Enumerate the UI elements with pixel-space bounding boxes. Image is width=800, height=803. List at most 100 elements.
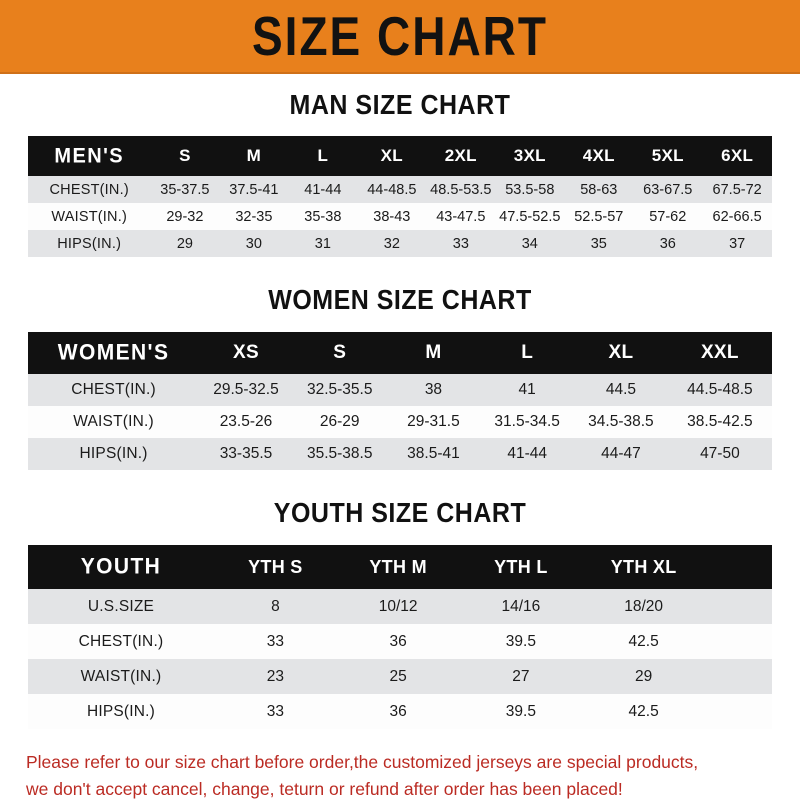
youth-row-label-ussize: U.S.SIZE <box>87 597 155 615</box>
man-col-header-4xl: 4XL <box>582 146 615 165</box>
table-cell <box>705 624 772 659</box>
youth-size-table-wrapper: YOUTH YTH S YTH M YTH L YTH XL U.S.SIZE … <box>28 545 772 735</box>
table-cell: 32-35 <box>235 208 273 225</box>
man-col-header-6xl: 6XL <box>721 146 754 165</box>
table-cell: 35-38 <box>304 208 342 225</box>
table-cell: 38.5-41 <box>407 445 460 462</box>
table-cell: 39.5 <box>505 632 536 650</box>
youth-col-header-l: YTH L <box>494 556 548 577</box>
table-cell: 35-37.5 <box>160 181 210 198</box>
table-cell: 63-67.5 <box>643 181 693 198</box>
man-header-row: MEN'S S M L XL 2XL 3XL 4XL 5XL 6XL <box>28 136 772 176</box>
table-row: WAIST(IN.) 29-32 32-35 35-38 38-43 43-47… <box>28 203 772 230</box>
table-row: CHEST(IN.) 29.5-32.5 32.5-35.5 38 41 44.… <box>28 374 772 406</box>
man-col-header-s: S <box>179 146 191 165</box>
table-cell: 29-32 <box>166 208 204 225</box>
table-cell: 44.5-48.5 <box>687 381 753 398</box>
table-cell: 57-62 <box>649 208 687 225</box>
women-col-header-xxl: XXL <box>700 342 739 363</box>
women-header-row: WOMEN'S XS S M L XL XXL <box>28 332 772 374</box>
table-cell: 36 <box>389 702 407 720</box>
women-section-title: WOMEN SIZE CHART <box>268 284 532 316</box>
women-col-header-s: S <box>333 342 347 363</box>
table-cell: 38.5-42.5 <box>687 413 753 430</box>
youth-section-title: YOUTH SIZE CHART <box>273 497 527 529</box>
disclaimer-line-1: Please refer to our size chart before or… <box>26 752 699 772</box>
youth-col-header-s: YTH S <box>248 556 303 577</box>
table-cell: 8 <box>271 597 280 615</box>
table-cell: 29.5-32.5 <box>213 381 279 398</box>
man-row-label-chest: CHEST(IN.) <box>49 181 129 198</box>
women-row-label-waist: WAIST(IN.) <box>73 413 154 430</box>
table-cell: 67.5-72 <box>712 181 762 198</box>
table-cell: 47-50 <box>700 445 740 462</box>
table-cell: 42.5 <box>628 632 659 650</box>
women-col-header-m: M <box>425 342 442 363</box>
man-corner-label: MEN'S <box>54 143 124 168</box>
table-cell: 23.5-26 <box>219 413 273 430</box>
youth-col-header-xl: YTH XL <box>610 556 677 577</box>
youth-col-header-empty <box>705 545 772 589</box>
women-col-header-xs: XS <box>233 342 259 363</box>
table-cell: 52.5-57 <box>574 208 624 225</box>
table-cell <box>705 659 772 694</box>
table-cell: 36 <box>659 235 676 252</box>
man-col-header-xl: XL <box>380 146 403 165</box>
table-row: HIPS(IN.) 33 36 39.5 42.5 <box>28 694 772 729</box>
table-row: WAIST(IN.) 23.5-26 26-29 29-31.5 31.5-34… <box>28 406 772 438</box>
youth-size-table: YOUTH YTH S YTH M YTH L YTH XL U.S.SIZE … <box>28 545 772 729</box>
disclaimer-text: Please refer to our size chart before or… <box>26 749 774 803</box>
table-row: CHEST(IN.) 33 36 39.5 42.5 <box>28 624 772 659</box>
table-cell: 44-48.5 <box>367 181 417 198</box>
table-cell: 32 <box>383 235 400 252</box>
man-col-header-5xl: 5XL <box>651 146 684 165</box>
table-cell: 18/20 <box>624 597 664 615</box>
table-cell: 25 <box>389 667 407 685</box>
table-row: WAIST(IN.) 23 25 27 29 <box>28 659 772 694</box>
man-col-header-3xl: 3XL <box>513 146 546 165</box>
table-cell: 39.5 <box>505 702 536 720</box>
man-col-header-l: L <box>317 146 329 165</box>
women-col-header-xl: XL <box>608 342 634 363</box>
table-cell: 14/16 <box>501 597 541 615</box>
youth-row-label-waist: WAIST(IN.) <box>80 667 162 685</box>
table-cell: 43-47.5 <box>436 208 486 225</box>
table-cell: 10/12 <box>378 597 418 615</box>
youth-header-row: YOUTH YTH S YTH M YTH L YTH XL <box>28 545 772 589</box>
table-row: HIPS(IN.) 29 30 31 32 33 34 35 36 37 <box>28 230 772 257</box>
youth-table-foot <box>28 729 772 735</box>
page-title: SIZE CHART <box>252 5 548 67</box>
table-cell: 26-29 <box>319 413 360 430</box>
youth-col-header-m: YTH M <box>369 556 427 577</box>
table-cell: 23 <box>266 667 284 685</box>
disclaimer-line-2: we don't accept cancel, change, teturn o… <box>26 779 623 800</box>
table-cell: 29 <box>176 235 193 252</box>
table-cell: 34 <box>521 235 538 252</box>
table-cell: 33 <box>452 235 469 252</box>
youth-row-label-chest: CHEST(IN.) <box>78 632 164 650</box>
man-col-header-2xl: 2XL <box>444 146 477 165</box>
table-cell: 34.5-38.5 <box>588 413 654 430</box>
man-section-title: MAN SIZE CHART <box>289 89 511 121</box>
man-row-label-hips: HIPS(IN.) <box>57 235 122 252</box>
women-table-foot <box>28 470 772 476</box>
table-row: HIPS(IN.) 33-35.5 35.5-38.5 38.5-41 41-4… <box>28 438 772 470</box>
table-cell: 44.5 <box>605 381 636 398</box>
table-cell: 53.5-58 <box>505 181 555 198</box>
table-cell <box>705 694 772 729</box>
women-corner-label: WOMEN'S <box>57 340 170 365</box>
table-cell: 41-44 <box>304 181 342 198</box>
table-cell: 36 <box>389 632 407 650</box>
man-table-foot <box>28 257 772 263</box>
table-cell: 42.5 <box>628 702 659 720</box>
table-cell: 44-47 <box>601 445 641 462</box>
table-cell: 41-44 <box>507 445 547 462</box>
women-row-label-hips: HIPS(IN.) <box>79 445 148 462</box>
table-cell: 37.5-41 <box>229 181 279 198</box>
table-cell: 33 <box>266 702 284 720</box>
women-size-table-wrapper: WOMEN'S XS S M L XL XXL CHEST(IN.) 29.5-… <box>28 332 772 476</box>
man-size-table: MEN'S S M L XL 2XL 3XL 4XL 5XL 6XL CHEST… <box>28 136 772 257</box>
table-cell: 27 <box>512 667 530 685</box>
table-cell: 38 <box>424 381 443 398</box>
